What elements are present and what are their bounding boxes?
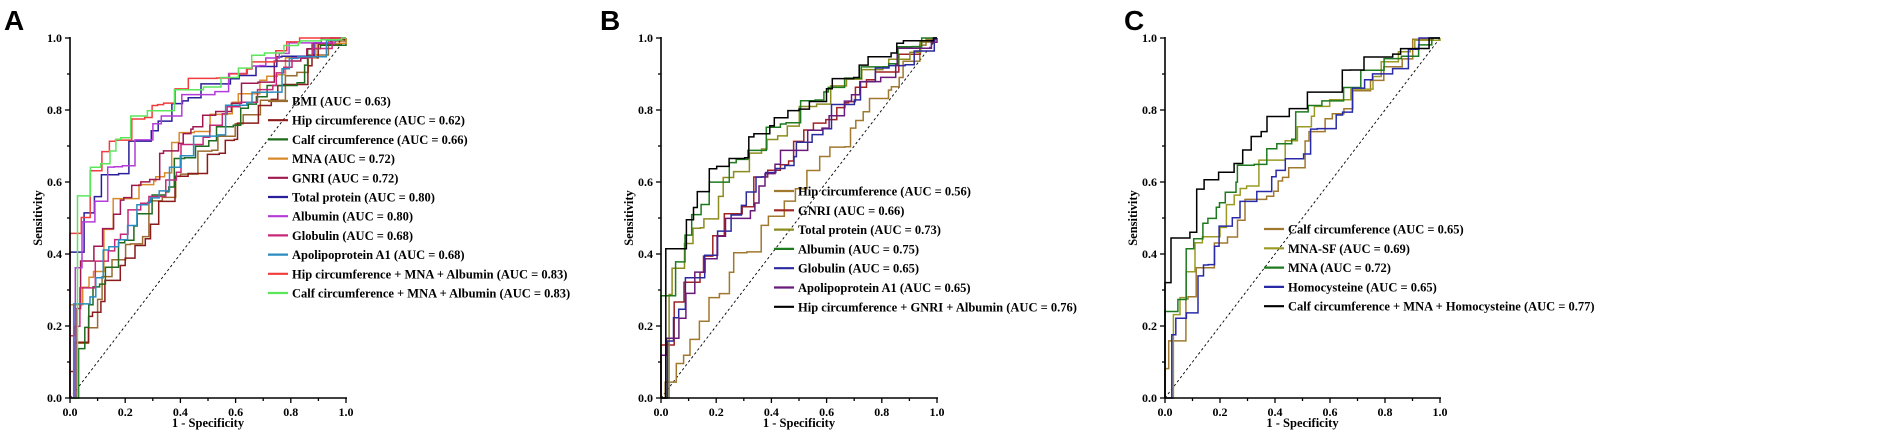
x-tick-label: 0.0: [63, 405, 78, 419]
roc-curve-4: [1164, 37, 1440, 398]
y-tick-label: 1.0: [1142, 31, 1157, 45]
x-tick-label: 0.4: [173, 405, 188, 419]
y-tick-label: 0.4: [47, 247, 62, 261]
panel-label: B: [600, 5, 620, 36]
y-tick-label: 0.2: [638, 319, 653, 333]
y-axis-title: Sensitivity: [1126, 189, 1140, 245]
legend-label: Apolipoprotein A1 (AUC = 0.65): [798, 281, 971, 295]
legend-label: BMI (AUC = 0.63): [292, 95, 391, 109]
x-tick-label: 0.6: [1323, 405, 1338, 419]
legend-label: Albumin (AUC = 0.75): [798, 242, 919, 256]
x-tick-label: 0.2: [118, 405, 133, 419]
reference-diagonal: [69, 37, 347, 399]
y-tick-label: 1.0: [47, 31, 62, 45]
y-tick-label: 1.0: [638, 31, 653, 45]
legend-label: Homocysteine (AUC = 0.65): [1288, 280, 1437, 294]
roc-curve-3: [1165, 37, 1440, 399]
legend-label: Apolipoprotein A1 (AUC = 0.68): [292, 248, 465, 262]
y-tick-label: 0.8: [638, 103, 653, 117]
reference-diagonal: [660, 37, 938, 399]
x-tick-label: 0.0: [1158, 405, 1173, 419]
legend-label: Calf circumference (AUC = 0.66): [292, 133, 468, 147]
y-axis-title: Sensitivity: [31, 189, 45, 245]
panel-label: C: [1124, 5, 1144, 36]
legend: BMI (AUC = 0.63) Hip circumference (AUC =…: [268, 95, 570, 301]
legend-label: MNA-SF (AUC = 0.69): [1288, 242, 1410, 256]
roc-curve-5: [69, 37, 346, 398]
x-tick-label: 0.8: [1378, 405, 1393, 419]
legend-label: Calf circumference + MNA + Homocysteine …: [1288, 300, 1595, 314]
x-tick-label: 1.0: [930, 405, 945, 419]
legend-label: Hip circumference (AUC = 0.56): [798, 185, 971, 199]
legend-label: MNA (AUC = 0.72): [292, 152, 395, 166]
legend-label: Hip circumference (AUC = 0.62): [292, 114, 465, 128]
x-tick-label: 0.6: [228, 405, 243, 419]
legend-label: GNRI (AUC = 0.72): [292, 171, 398, 185]
y-tick-label: 0.2: [47, 319, 62, 333]
legend-label: Hip circumference + GNRI + Albumin (AUC …: [798, 300, 1077, 314]
roc-curve-0: [661, 37, 938, 399]
x-tick-label: 1.0: [339, 405, 354, 419]
roc-curve-7: [69, 37, 346, 398]
roc-curve-10: [70, 37, 346, 399]
roc-curve-5: [660, 38, 938, 398]
legend-label: Calf circumference + MNA + Albumin (AUC …: [292, 287, 570, 301]
roc-curve-2: [661, 37, 937, 399]
legend-label: Calf circumference (AUC = 0.65): [1288, 223, 1464, 237]
y-tick-label: 0.6: [1142, 175, 1157, 189]
y-tick-label: 0.4: [638, 247, 653, 261]
x-axis-title: 1 - Specificity: [763, 416, 836, 430]
x-tick-label: 0.0: [654, 405, 669, 419]
y-axis-title: Sensitivity: [622, 189, 636, 245]
roc-curve-6: [70, 37, 346, 399]
roc-curve-9: [69, 37, 346, 398]
x-tick-label: 0.4: [764, 405, 779, 419]
roc-curve-8: [70, 37, 346, 399]
x-axis-title: 1 - Specificity: [1266, 416, 1339, 430]
y-tick-label: 0.8: [1142, 103, 1157, 117]
x-tick-label: 0.8: [874, 405, 889, 419]
y-tick-label: 0.4: [1142, 247, 1157, 261]
roc-panel-a: A 0.00.0 0.2 0.2 0.4 0.4 0.6 0.6 0.8 0.8 1.0 1.0 1 -…: [4, 5, 570, 430]
y-tick-label: 0.0: [638, 391, 653, 405]
legend-label: Globulin (AUC = 0.65): [798, 262, 919, 276]
x-tick-label: 0.8: [283, 405, 298, 419]
y-tick-label: 0.2: [1142, 319, 1157, 333]
x-tick-label: 0.2: [1213, 405, 1228, 419]
roc-curve-3: [660, 37, 937, 398]
y-tick-label: 0.6: [638, 175, 653, 189]
y-tick-label: 0.8: [47, 103, 62, 117]
roc-panel-b: B 0.00.0 0.2 0.2 0.4 0.4 0.6 0.6 0.8 0.8 1.0 1.0 1 -…: [600, 5, 1077, 430]
roc-curve-4: [70, 37, 346, 399]
legend-label: Total protein (AUC = 0.80): [292, 191, 435, 205]
roc-curve-6: [661, 37, 937, 399]
x-tick-label: 1.0: [1433, 405, 1448, 419]
legend: Hip circumference (AUC = 0.56) GNRI (AUC …: [774, 185, 1077, 314]
legend: Calf circumference (AUC = 0.65) MNA-SF (A…: [1264, 223, 1595, 314]
y-tick-label: 0.0: [1142, 391, 1157, 405]
legend-label: Albumin (AUC = 0.80): [292, 210, 413, 224]
reference-diagonal: [1164, 37, 1441, 399]
y-tick-label: 0.6: [47, 175, 62, 189]
roc-panel-c: C 0.00.0 0.2 0.2 0.4 0.4 0.6 0.6 0.8 0.8 1.0 1.0 1 -…: [1124, 5, 1595, 430]
legend-label: MNA (AUC = 0.72): [1288, 261, 1391, 275]
legend-label: GNRI (AUC = 0.66): [798, 204, 904, 218]
roc-curve-2: [70, 38, 347, 399]
roc-curve-2: [1164, 37, 1440, 398]
x-tick-label: 0.2: [709, 405, 724, 419]
legend-label: Hip circumference + MNA + Albumin (AUC =…: [292, 267, 567, 281]
y-tick-label: 0.0: [47, 391, 62, 405]
panel-label: A: [4, 5, 24, 36]
legend-label: Total protein (AUC = 0.73): [798, 223, 941, 237]
legend-label: Globulin (AUC = 0.68): [292, 229, 413, 243]
roc-curve-1: [1165, 38, 1441, 399]
x-axis-title: 1 - Specificity: [172, 416, 245, 430]
x-tick-label: 0.6: [819, 405, 834, 419]
x-tick-label: 0.4: [1268, 405, 1283, 419]
